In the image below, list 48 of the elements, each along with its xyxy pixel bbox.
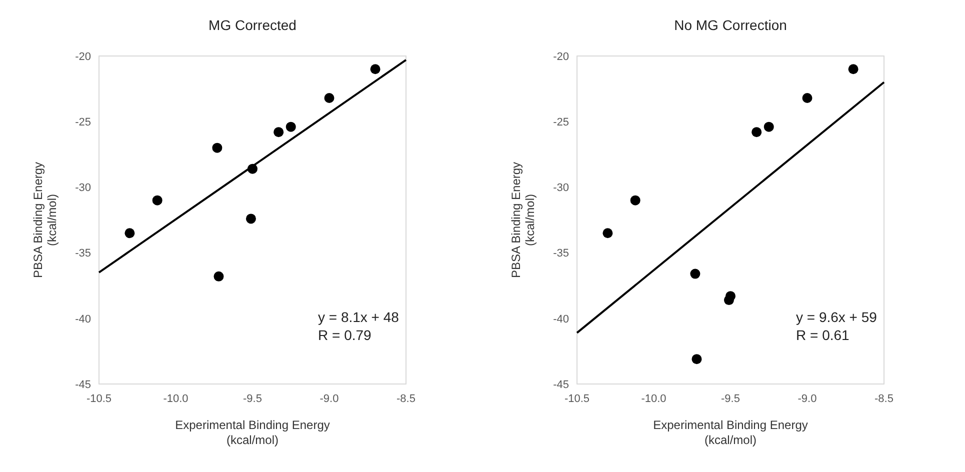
point [764,122,774,132]
point [602,228,613,238]
annotation: y = 8.1x + 48 R = 0.79 [318,309,400,344]
point [286,122,296,132]
point [212,142,222,153]
point [214,271,224,282]
point [246,214,256,224]
x-tick-label: -9.5 [721,393,740,405]
point [752,127,762,138]
point [274,127,284,138]
chart-title: No MG Correction [674,17,787,33]
x-axis-title: Experimental Binding Energy (kcal/mol) [653,418,808,447]
y-tick-label: -30 [553,182,569,194]
y-tick-label: -30 [75,182,91,194]
chart-title: MG Corrected [208,17,296,33]
x-tick-label: -8.5 [396,393,416,405]
y-tick-label: -40 [75,313,91,326]
point [848,64,858,74]
annotation: y = 9.6x + 59 R = 0.61 [796,309,878,344]
point [726,291,736,302]
y-tick-label: -20 [75,50,91,63]
x-tick-label: -10.0 [641,393,666,405]
y-tick-label: -35 [553,248,569,260]
point [370,64,380,74]
x-tick-label: -9.0 [798,393,817,405]
y-tick-label: -20 [553,50,569,63]
point [630,195,640,206]
point [802,92,812,103]
point [690,268,700,279]
y-tick-label: -35 [75,248,91,260]
x-tick-label: -10.5 [564,393,590,405]
point [692,354,702,364]
x-tick-label: -10.0 [163,393,188,405]
y-tick-label: -40 [553,313,569,326]
y-tick-label: -25 [75,116,91,128]
x-tick-label: -10.5 [86,393,112,405]
x-axis-title: Experimental Binding Energy (kcal/mol) [175,418,330,447]
y-tick-label: -25 [553,116,569,128]
y-axis-title: PBSA Binding Energy (kcal/mol) [30,162,60,278]
x-tick-label: -8.5 [874,393,894,405]
point [324,92,334,103]
x-tick-label: -9.0 [320,393,339,405]
point [124,228,135,238]
y-tick-label: -45 [553,378,569,391]
y-tick-label: -45 [75,378,91,391]
x-tick-label: -9.5 [243,393,262,405]
y-axis-title: PBSA Binding Energy (kcal/mol) [508,162,538,278]
point [152,195,162,206]
